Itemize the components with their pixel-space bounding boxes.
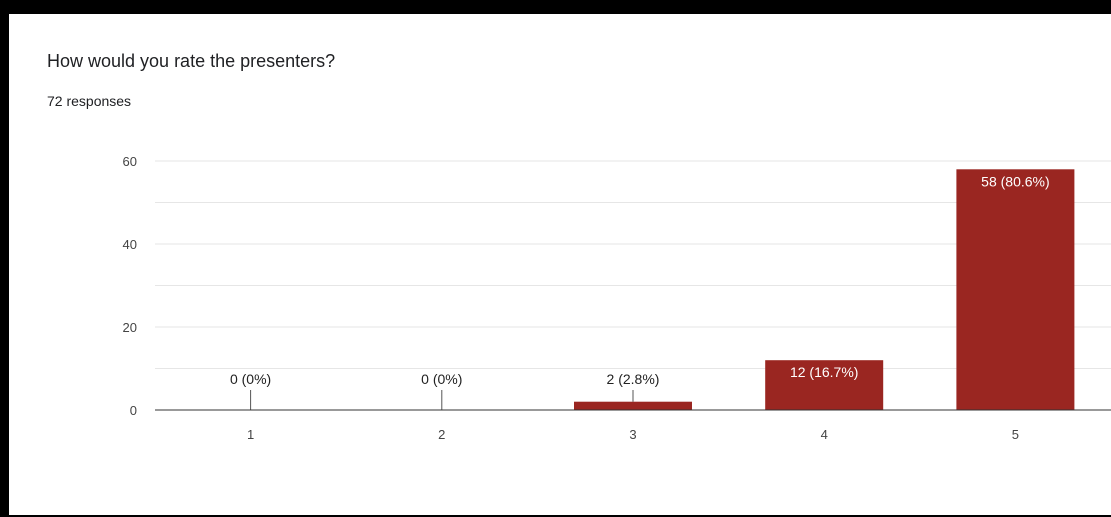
x-tick-label: 3 [629,427,636,442]
bar [574,401,692,410]
y-tick-label: 0 [130,403,137,418]
bar-chart: 0 20 40 60 0 (0%) 1 0 (0%) 2 2 (2.8%) 3 12 (16.7%)… [123,154,1111,442]
x-tick-label: 4 [821,427,828,442]
y-tick-label: 40 [123,237,137,252]
data-label: 0 (0%) [421,371,462,387]
data-label: 58 (80.6%) [981,173,1049,189]
x-tick-label: 5 [1012,427,1019,442]
chart-title: How would you rate the presenters? [47,51,336,71]
y-tick-label: 60 [123,154,137,169]
x-tick-label: 1 [247,427,254,442]
bar [956,169,1075,410]
chart-card: How would you rate the presenters? 72 re… [9,14,1111,515]
x-tick-label: 2 [438,427,445,442]
response-count: 72 responses [47,93,132,109]
data-label: 0 (0%) [230,371,271,387]
data-label: 12 (16.7%) [790,364,858,380]
data-label: 2 (2.8%) [607,371,660,387]
bar [765,360,884,410]
y-tick-label: 20 [123,320,137,335]
